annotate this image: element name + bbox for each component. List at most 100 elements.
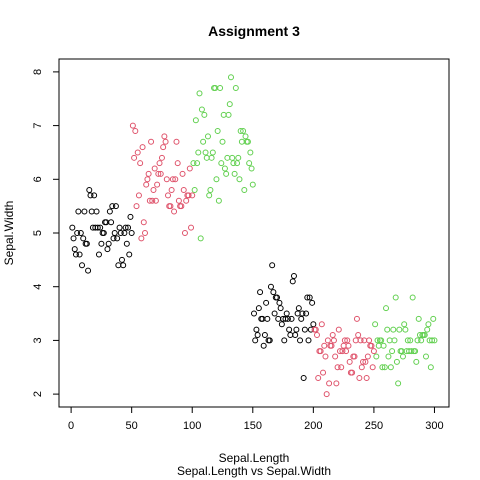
data-point (174, 160, 181, 167)
data-point (304, 294, 311, 301)
data-point (200, 138, 207, 145)
data-point (305, 337, 312, 344)
x-tick-label: 200 (304, 420, 322, 432)
data-point (284, 315, 291, 322)
data-point (112, 203, 119, 210)
data-point (217, 85, 224, 91)
data-point (326, 380, 333, 387)
data-point (315, 375, 322, 381)
x-axis-label: Sepal.Length (219, 451, 290, 465)
data-point (270, 289, 277, 296)
data-point (175, 197, 182, 204)
data-point (160, 144, 167, 151)
data-point (213, 176, 220, 183)
data-point (236, 176, 243, 183)
data-point (238, 138, 245, 145)
data-point (224, 154, 231, 161)
data-point (276, 299, 283, 306)
data-point (86, 187, 93, 194)
y-tick-label: 4 (32, 284, 44, 290)
data-point (390, 326, 397, 333)
data-point (215, 197, 222, 204)
data-point (298, 315, 305, 322)
data-point (134, 149, 141, 156)
data-point (71, 246, 78, 253)
data-point (289, 278, 296, 285)
y-tick-label: 5 (32, 230, 44, 236)
data-point (271, 310, 278, 317)
data-point (338, 364, 345, 371)
data-point (202, 149, 209, 156)
data-point (116, 224, 123, 231)
data-point (186, 165, 193, 172)
data-point (169, 176, 176, 183)
data-point (123, 240, 130, 247)
data-point (128, 230, 135, 236)
data-point (381, 364, 388, 371)
data-point (80, 235, 87, 242)
data-point (218, 160, 225, 167)
y-tick-label: 2 (32, 391, 44, 397)
data-point (91, 192, 98, 199)
data-point (344, 337, 351, 344)
data-point (330, 337, 337, 344)
data-point (322, 353, 329, 360)
data-point (180, 187, 187, 194)
data-point (154, 181, 161, 188)
data-point (409, 294, 416, 301)
data-point (415, 315, 422, 322)
data-point (318, 321, 325, 328)
data-point (196, 90, 203, 97)
data-point (157, 170, 164, 177)
y-tick-label: 6 (32, 176, 44, 182)
data-point (431, 337, 438, 344)
data-point (286, 326, 293, 333)
data-point (198, 106, 205, 113)
data-point (183, 197, 190, 204)
x-axis: 0 50 100 150 200 250 300 (68, 407, 444, 432)
data-point (392, 294, 399, 301)
data-point (126, 251, 133, 258)
data-point (144, 176, 151, 183)
data-point (333, 380, 340, 387)
data-point (290, 272, 297, 279)
data-point (121, 230, 128, 236)
data-point (288, 315, 295, 322)
data-point (293, 326, 300, 333)
data-point (275, 315, 282, 322)
data-point (201, 111, 208, 118)
data-point (341, 337, 348, 344)
data-point (413, 358, 420, 365)
data-point (75, 208, 82, 215)
data-point (345, 342, 352, 349)
y-tick-label: 8 (32, 69, 44, 75)
data-point (109, 203, 116, 210)
data-point (402, 326, 409, 333)
y-axis-label: Sepal.Width (2, 201, 16, 266)
data-point (372, 321, 379, 328)
data-point (97, 224, 104, 231)
x-tick-label: 300 (425, 420, 443, 432)
data-point (106, 208, 113, 215)
data-point (148, 138, 155, 145)
data-point (266, 337, 273, 344)
data-point (368, 342, 375, 349)
data-point (231, 170, 238, 177)
data-point (257, 289, 264, 296)
data-point (336, 348, 343, 355)
data-point (283, 310, 290, 317)
data-point (418, 337, 425, 344)
data-point (117, 230, 124, 236)
data-point (206, 192, 213, 199)
data-point (85, 267, 92, 274)
data-point (369, 364, 376, 371)
data-point (297, 337, 304, 344)
data-point (81, 208, 88, 215)
data-point (412, 348, 419, 355)
y-axis: 2 3 4 5 6 7 8 (32, 69, 59, 397)
data-point (242, 133, 249, 140)
data-point (427, 364, 434, 371)
data-point (339, 348, 346, 355)
data-point (155, 170, 162, 177)
